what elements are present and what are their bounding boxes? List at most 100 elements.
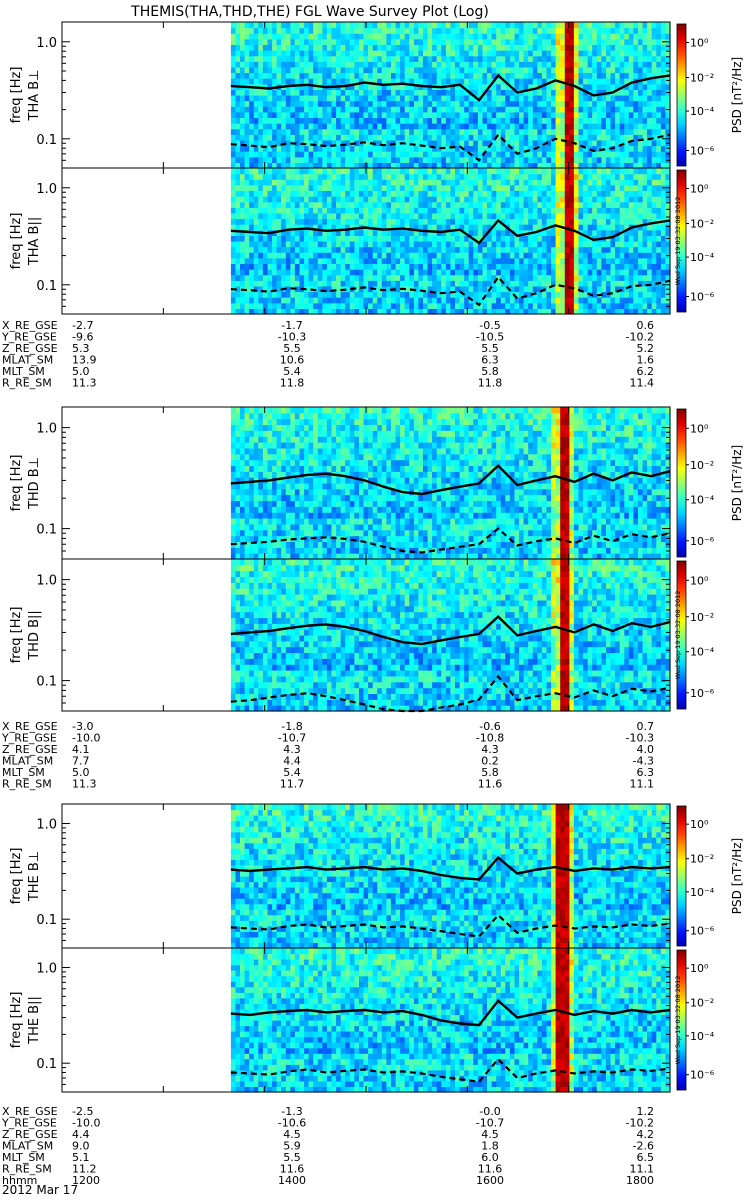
spectrogram-cell [638,280,644,287]
spectrogram-cell [592,66,598,74]
spectrogram-cell [340,269,346,276]
spectrogram-cell [272,117,278,124]
spectrogram-cell [281,27,287,34]
spectrogram-cell [262,252,269,259]
spectrogram-cell [491,44,497,51]
spectrogram-cell [409,184,415,191]
spectrogram-cell [290,308,296,315]
spectrogram-cell [253,33,259,40]
spectrogram-cell [326,297,333,304]
spectrogram-cell [628,229,634,236]
spectrogram-cell [541,66,548,74]
spectrogram-cell [546,27,552,34]
spectrogram-cell [345,162,351,169]
spectrogram-cell [464,151,470,158]
spectrogram-cell [400,156,406,163]
spectrogram-cell [240,179,246,186]
spectrogram-cell [555,72,561,79]
spectrogram-cell [651,66,657,74]
spectrogram-cell [624,66,630,74]
spectrogram-cell [404,106,410,113]
spectrogram-cell [418,89,424,96]
spectrogram-cell [432,22,438,29]
spectrogram-cell [450,83,456,90]
spectrogram-cell [624,139,630,147]
spectrogram-cell [377,100,383,107]
spectrogram-cell [349,168,355,175]
spectrogram-cell [523,162,529,169]
spectrogram-cell [381,269,387,276]
spectrogram-cell [331,27,337,34]
spectrogram-cell [459,218,465,225]
spectrogram-cell [441,218,447,225]
spectrogram-cell [336,27,342,34]
spectrogram-cell [381,201,387,208]
spectrogram-cell [427,224,433,231]
spectrogram-cell [651,246,657,253]
spectrogram-cell [482,241,488,248]
spectrogram-cell [413,66,420,74]
spectrogram-cell [496,173,502,180]
spectrogram-cell [427,134,433,141]
spectrogram-cell [610,173,616,180]
spectrogram-cell [281,235,287,242]
spectrogram-cell [253,201,259,208]
spectrogram-cell [418,145,424,152]
spectrogram-cell [436,100,442,107]
spectrogram-cell [455,207,461,214]
spectrogram-cell [345,123,351,130]
spectrogram-cell [491,269,497,276]
spectrogram-cell [477,123,484,130]
spectrogram-cell [615,224,621,231]
spectrogram-cell [381,33,387,40]
spectrogram-cell [601,207,607,214]
spectrogram-cell [253,274,259,281]
spectrogram-cell [514,66,520,74]
spectrogram-cell [473,207,479,214]
spectrogram-cell [349,89,355,96]
spectrogram-cell [253,50,259,57]
spectrogram-cell [610,291,616,298]
spectrogram-cell [445,134,452,141]
spectrogram-cell [418,173,424,180]
spectrogram-cell [363,156,369,163]
spectrogram-cell [285,22,291,29]
spectrogram-cell [638,100,644,107]
spectrogram-cell [400,95,406,102]
spectrogram-cell [359,184,365,191]
spectrogram-cell [372,95,378,102]
spectrogram-cell [349,212,355,220]
spectrogram-cell [514,196,520,203]
spectrogram-cell [514,302,520,309]
spectrogram-cell [450,263,456,270]
spectrogram-cell [464,297,470,304]
spectrogram-cell [628,27,634,34]
spectrogram-cell [555,134,561,141]
spectrogram-cell [363,145,369,152]
spectrogram-cell [519,22,525,29]
spectrogram-cell [647,128,653,135]
spectrogram-cell [459,139,465,147]
spectrogram-cell [372,100,378,107]
spectrogram-cell [587,269,593,276]
spectrogram-cell [560,117,566,124]
spectrogram-cell [313,308,319,315]
spectrogram-cell [262,308,269,315]
spectrogram-cell [308,257,314,264]
spectrogram-cell [610,190,616,197]
spectrogram-cell [235,78,241,85]
spectrogram-cell [638,162,644,169]
spectrogram-cell [299,38,305,45]
spectrogram-cell [267,280,273,287]
spectrogram-cell [445,78,452,85]
spectrogram-cell [359,297,365,304]
spectrogram-cell [496,257,502,264]
spectrogram-cell [281,196,287,203]
spectrogram-cell [450,22,456,29]
spectrogram-cell [253,308,259,315]
spectrogram-cell [578,66,584,74]
spectrogram-cell [509,173,516,180]
spectrogram-cell [487,280,493,287]
spectrogram-cell [606,162,612,169]
spectrogram-cell [240,128,246,135]
